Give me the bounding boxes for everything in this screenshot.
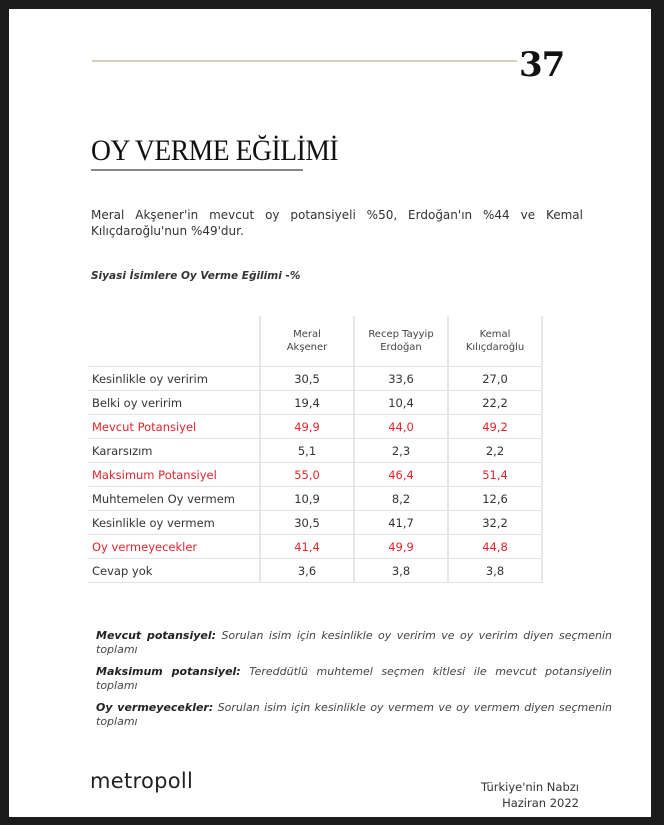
table-row: Kesinlikle oy veririm 30,5 33,6 27,0 [88, 366, 543, 391]
definition: Maksimum potansiyel: Tereddütlü muhtemel… [96, 665, 612, 693]
value-cell: 41,4 [259, 534, 354, 559]
value-cell: 41,7 [353, 510, 448, 535]
footer-info: Türkiye'nin Nabzı Haziran 2022 [449, 779, 579, 811]
value-cell: 30,5 [259, 510, 354, 535]
row-label: Mevcut Potansiyel [88, 414, 260, 439]
definition-term: Maksimum potansiyel: [96, 665, 241, 678]
column-header-line: Meral [293, 329, 321, 340]
column-header-line: Kemal [479, 329, 511, 340]
definition-text: Tereddütlü muhtemel seçmen kitlesi ile m… [96, 665, 612, 692]
value-cell: 19,4 [259, 390, 354, 415]
value-cell: 51,4 [447, 462, 543, 487]
definition: Oy vermeyecekler: Sorulan isim için kesi… [96, 701, 612, 729]
value-cell: 49,9 [353, 534, 448, 559]
value-cell: 46,4 [353, 462, 448, 487]
value-cell: 33,6 [353, 366, 448, 391]
report-page: 37 OY VERME EĞİLİMİ Meral Akşener'in mev… [9, 9, 651, 817]
table-row: Muhtemelen Oy vermem 10,9 8,2 12,6 [88, 486, 543, 511]
value-cell: 5,1 [259, 438, 354, 463]
column-header-line: Erdoğan [380, 342, 422, 353]
page-number: 37 [519, 45, 565, 85]
column-header-line: Recep Tayyip [368, 329, 434, 340]
column-header: Meral Akşener [259, 316, 354, 367]
value-cell: 2,2 [447, 438, 543, 463]
table-header-row: Meral Akşener Recep Tayyip Erdoğan Kemal Kı… [88, 316, 543, 367]
footer-publication: Türkiye'nin Nabzı [481, 780, 579, 794]
value-cell: 55,0 [259, 462, 354, 487]
definition-text: Sorulan isim için kesinlikle oy vermem v… [96, 701, 613, 728]
column-header: Recep Tayyip Erdoğan [353, 316, 448, 367]
value-cell: 44,8 [447, 534, 543, 559]
value-cell: 30,5 [259, 366, 354, 391]
footer-date: Haziran 2022 [502, 796, 579, 810]
intro-paragraph: Meral Akşener'in mevcut oy potansiyeli %… [91, 208, 583, 238]
row-label: Oy vermeyecekler [88, 534, 260, 559]
value-cell: 44,0 [353, 414, 448, 439]
row-label: Maksimum Potansiyel [88, 462, 260, 487]
value-cell: 49,9 [259, 414, 354, 439]
table-row: Maksimum Potansiyel 55,0 46,4 51,4 [88, 462, 543, 487]
row-label: Belki oy veririm [88, 390, 260, 415]
column-header: Kemal Kılıçdaroğlu [447, 316, 543, 367]
value-cell: 10,4 [353, 390, 448, 415]
metropoll-logo: metropoll [90, 769, 194, 793]
empty-header-cell [88, 316, 260, 367]
value-cell: 8,2 [353, 486, 448, 511]
value-cell: 2,3 [353, 438, 448, 463]
value-cell: 27,0 [447, 366, 543, 391]
table-row: Kararsızım 5,1 2,3 2,2 [88, 438, 543, 463]
table-row: Cevap yok 3,6 3,8 3,8 [88, 558, 543, 583]
row-label: Kesinlikle oy veririm [88, 366, 260, 391]
table-row: Mevcut Potansiyel 49,9 44,0 49,2 [88, 414, 543, 439]
page-title: OY VERME EĞİLİMİ [91, 134, 339, 167]
value-cell: 10,9 [259, 486, 354, 511]
value-cell: 32,2 [447, 510, 543, 535]
value-cell: 3,8 [447, 558, 543, 583]
row-label: Kesinlikle oy vermem [88, 510, 260, 535]
value-cell: 3,6 [259, 558, 354, 583]
value-cell: 22,2 [447, 390, 543, 415]
value-cell: 12,6 [447, 486, 543, 511]
title-underline [91, 169, 303, 171]
definition-term: Oy vermeyecekler: [96, 701, 214, 714]
value-cell: 49,2 [447, 414, 543, 439]
definition-text: Sorulan isim için kesinlikle oy veririm … [96, 629, 612, 656]
table-row: Oy vermeyecekler 41,4 49,9 44,8 [88, 534, 543, 559]
table-row: Kesinlikle oy vermem 30,5 41,7 32,2 [88, 510, 543, 535]
definition-term: Mevcut potansiyel: [96, 629, 217, 642]
table-row: Belki oy veririm 19,4 10,4 22,2 [88, 390, 543, 415]
definitions: Mevcut potansiyel: Sorulan isim için kes… [96, 629, 612, 737]
table-caption: Siyasi İsimlere Oy Verme Eğilimi -% [91, 270, 301, 282]
row-label: Cevap yok [88, 558, 260, 583]
column-header-line: Kılıçdaroğlu [465, 342, 525, 353]
row-label: Kararsızım [88, 438, 260, 463]
definition: Mevcut potansiyel: Sorulan isim için kes… [96, 629, 612, 657]
row-label: Muhtemelen Oy vermem [88, 486, 260, 511]
value-cell: 3,8 [353, 558, 448, 583]
column-header-line: Akşener [286, 342, 328, 353]
vote-tendency-table: Meral Akşener Recep Tayyip Erdoğan Kemal Kı… [88, 316, 543, 583]
header-rule [92, 60, 517, 62]
